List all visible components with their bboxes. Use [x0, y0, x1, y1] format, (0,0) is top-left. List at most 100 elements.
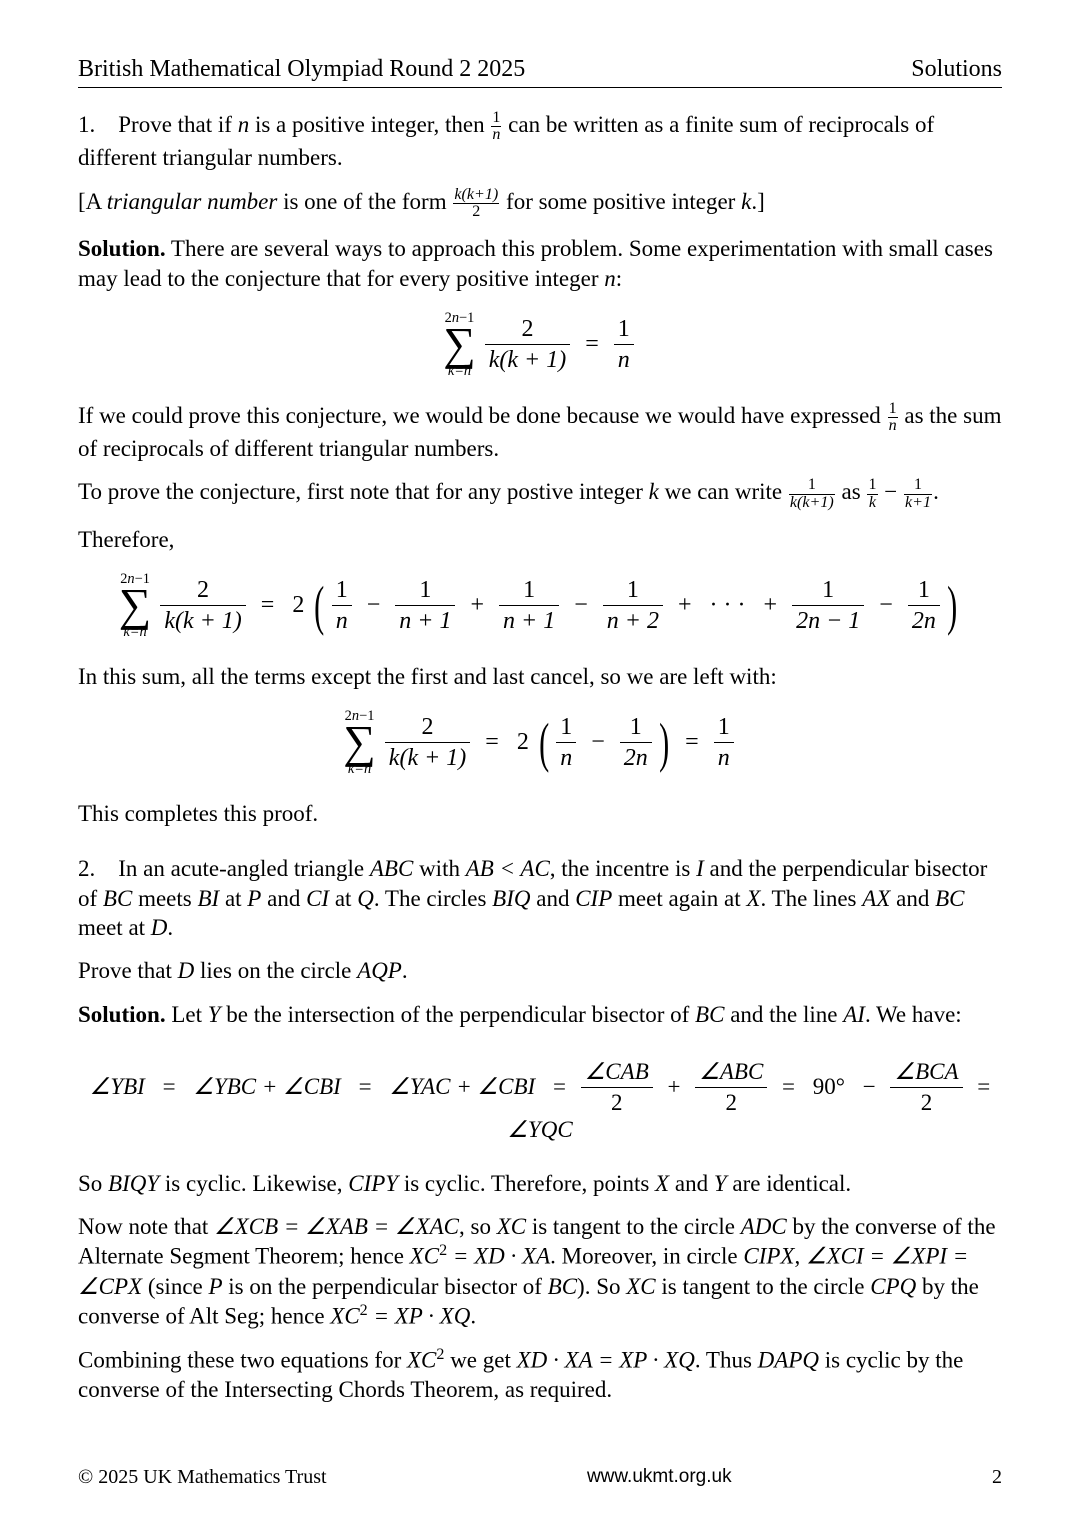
text: at: [329, 886, 357, 911]
text: ). So: [577, 1274, 626, 1299]
text: is tangent to the circle: [656, 1274, 871, 1299]
solution-2-intro: Solution. Let Y be the intersection of t…: [78, 1000, 1002, 1029]
n: 1: [332, 577, 352, 606]
frac: 1k: [867, 477, 877, 510]
n: 1: [556, 714, 576, 743]
frac-den: k: [867, 495, 877, 511]
frac-den: k(k + 1): [485, 345, 570, 373]
sym: BC: [695, 1002, 724, 1027]
frac-den: n: [614, 345, 634, 373]
sym: ABC: [370, 856, 413, 881]
sq: 2: [360, 1302, 368, 1319]
sym: CIPX: [743, 1244, 794, 1269]
frac-kk1-2: k(k+1)2: [453, 187, 499, 220]
complete-proof: This completes this proof.: [78, 799, 1002, 828]
d: n + 1: [395, 606, 455, 634]
text: and the line: [724, 1002, 843, 1027]
plus: +: [678, 592, 692, 619]
text: There are several ways to approach this …: [78, 236, 993, 290]
t1: 1n: [332, 577, 352, 635]
n: ∠ABC: [695, 1059, 767, 1087]
d: n: [556, 743, 576, 771]
sym: BC: [103, 886, 132, 911]
text: [A: [78, 189, 107, 214]
sym: CI: [306, 886, 329, 911]
text: .: [167, 915, 173, 940]
text: is on the perpendicular bisector of: [223, 1274, 548, 1299]
sym: CIPY: [348, 1171, 398, 1196]
problem-2-prove: Prove that D lies on the circle AQP.: [78, 956, 1002, 985]
equation-3: 2n−1 ∑ k=n 2 k(k + 1) = 2(1n − 12n) = 1n: [78, 709, 1002, 777]
t2: ∠YAC + ∠CBI: [389, 1074, 535, 1100]
d: 2: [890, 1088, 962, 1115]
lhs: ∠YBI: [90, 1074, 145, 1100]
frac-den: k(k+1): [789, 495, 835, 511]
text: So: [78, 1171, 108, 1196]
text: ,: [794, 1244, 806, 1269]
sum-lower: k=n: [119, 625, 152, 639]
text: is tangent to the circle: [526, 1214, 741, 1239]
f1: ∠CAB2: [581, 1059, 653, 1115]
equals: =: [485, 729, 499, 756]
frac-num: 1: [904, 477, 932, 494]
d: n: [332, 606, 352, 634]
sym: XC: [407, 1348, 436, 1373]
var-n: n: [238, 112, 250, 137]
text: , the incentre is: [550, 856, 696, 881]
n: 2: [385, 714, 470, 743]
two: 2: [292, 592, 304, 619]
text: , so: [459, 1214, 497, 1239]
text: is cyclic. Therefore, points: [398, 1171, 655, 1196]
text: Prove that: [78, 958, 178, 983]
triangular-definition: [A triangular number is one of the form …: [78, 187, 1002, 220]
frac-1-n: 1n: [888, 401, 898, 434]
t1: ∠YBC + ∠CBI: [193, 1074, 341, 1100]
minus: −: [879, 592, 893, 619]
sum-symbol: 2n−1 ∑ k=n: [119, 572, 152, 640]
prove-conjecture: To prove the conjecture, first note that…: [78, 477, 1002, 510]
sym: AB < AC: [466, 856, 550, 881]
ninety: 90°: [813, 1074, 845, 1100]
text: we can write: [659, 479, 788, 504]
now-note: Now note that ∠XCB = ∠XAB = ∠XAC, so XC …: [78, 1212, 1002, 1331]
text: we get: [444, 1348, 516, 1373]
text: If we could prove this conjecture, we wo…: [78, 403, 887, 428]
frac-1-n: 1n: [491, 110, 501, 143]
frac-den: 2: [453, 204, 499, 220]
t4: 1n + 2: [603, 577, 663, 635]
sigma-icon: ∑: [119, 586, 152, 625]
minus: −: [863, 1074, 876, 1100]
header-section: Solutions: [911, 56, 1002, 83]
d: 2n: [620, 743, 652, 771]
solution-label: Solution.: [78, 236, 166, 261]
frac-den: n: [491, 127, 501, 143]
n: 1: [792, 577, 864, 606]
sym: D: [178, 958, 195, 983]
n: 1: [395, 577, 455, 606]
header-title: British Mathematical Olympiad Round 2 20…: [78, 56, 525, 83]
sym: ∠XCB = ∠XAB = ∠XAC: [214, 1214, 459, 1239]
d: n: [714, 743, 734, 771]
frac-num: 2: [160, 577, 245, 606]
sym: BI: [197, 886, 219, 911]
text: be the intersection of the perpendicular…: [221, 1002, 696, 1027]
sum-lower: k=n: [343, 762, 376, 776]
frac-num: k(k+1): [453, 187, 499, 204]
minus: −: [367, 592, 381, 619]
text: is one of the form: [277, 189, 452, 214]
sigma-icon: ∑: [343, 723, 376, 762]
sym: BC: [548, 1274, 577, 1299]
text: and: [531, 886, 576, 911]
text: is cyclic. Likewise,: [159, 1171, 348, 1196]
sym: D: [151, 915, 168, 940]
combining: Combining these two equations for XC2 we…: [78, 1345, 1002, 1405]
text: and: [261, 886, 306, 911]
sym: AI: [843, 1002, 865, 1027]
n: 1: [714, 714, 734, 743]
n: 1: [499, 577, 559, 606]
frac-lhs: 2 k(k + 1): [385, 714, 470, 772]
t3: 1n + 1: [499, 577, 559, 635]
text: .: [470, 1304, 476, 1329]
problem-1-statement: 1. Prove that if n is a positive integer…: [78, 110, 1002, 173]
frac-den: n: [888, 418, 898, 434]
